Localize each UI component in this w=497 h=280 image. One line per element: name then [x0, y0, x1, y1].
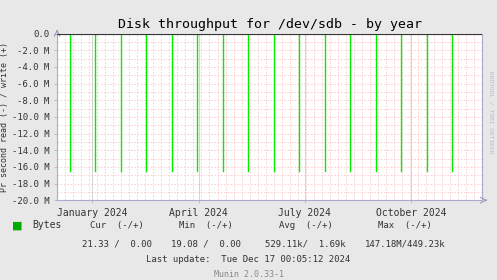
- Title: Disk throughput for /dev/sdb - by year: Disk throughput for /dev/sdb - by year: [118, 18, 421, 31]
- Text: Max  (-/+): Max (-/+): [378, 221, 432, 230]
- Text: Munin 2.0.33-1: Munin 2.0.33-1: [214, 270, 283, 279]
- Text: Avg  (-/+): Avg (-/+): [279, 221, 332, 230]
- Text: Bytes: Bytes: [32, 220, 62, 230]
- Text: ■: ■: [12, 220, 23, 230]
- Text: Last update:  Tue Dec 17 00:05:12 2024: Last update: Tue Dec 17 00:05:12 2024: [147, 255, 350, 263]
- Text: Cur  (-/+): Cur (-/+): [90, 221, 144, 230]
- Text: 21.33 /  0.00: 21.33 / 0.00: [82, 239, 152, 248]
- Text: 529.11k/  1.69k: 529.11k/ 1.69k: [265, 239, 346, 248]
- Text: RRDTOOL / TOBI OETIKER: RRDTOOL / TOBI OETIKER: [489, 71, 494, 153]
- Y-axis label: Pr second read (-) / write (+): Pr second read (-) / write (+): [0, 42, 9, 192]
- Text: Min  (-/+): Min (-/+): [179, 221, 233, 230]
- Text: 19.08 /  0.00: 19.08 / 0.00: [171, 239, 241, 248]
- Text: 147.18M/449.23k: 147.18M/449.23k: [365, 239, 445, 248]
